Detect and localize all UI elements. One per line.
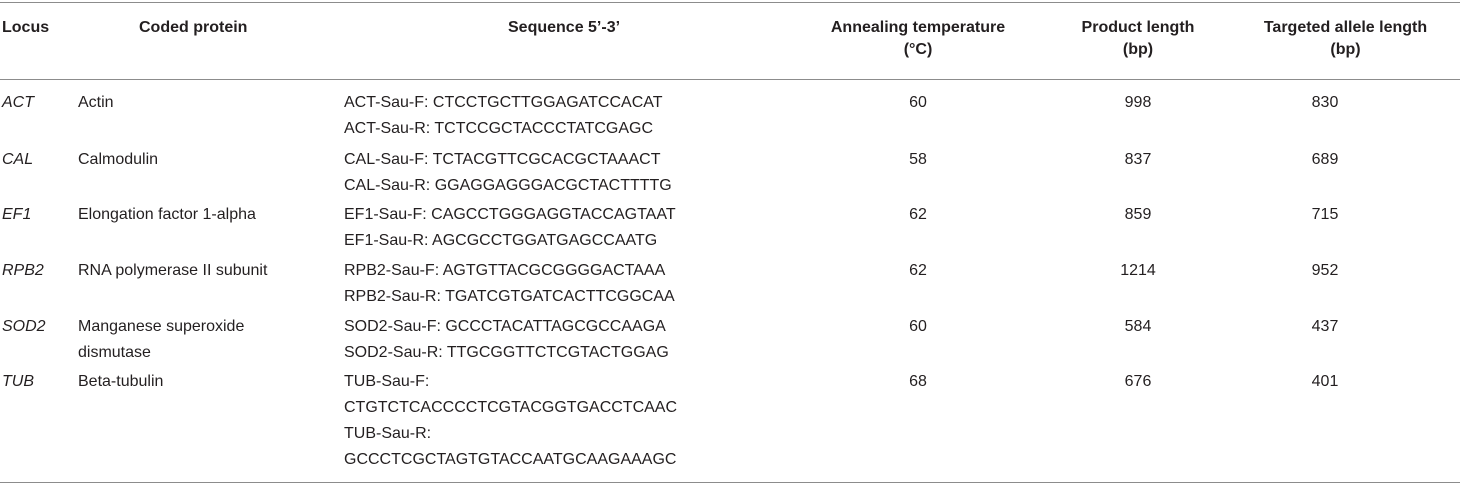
row-sod2-seq-2: SOD2-Sau-R: TTGCGGTTCTCGTACTGGAG [344, 344, 669, 361]
header-sequence: Sequence 5’-3’ [508, 19, 621, 36]
row-act-annealing: 60 [909, 94, 927, 111]
row-rpb2-locus: RPB2 [2, 262, 44, 279]
header-annealing: Annealing temperature (°C) [818, 17, 1018, 61]
header-product-line1: Product length [1081, 19, 1195, 36]
row-act-locus: ACT [2, 94, 34, 111]
table-top-rule [0, 2, 1460, 3]
row-ef1-product: 859 [1124, 206, 1152, 223]
row-cal-protein: Calmodulin [78, 151, 159, 168]
row-rpb2-protein: RNA polymerase II subunit [78, 262, 268, 279]
row-act-allele: 830 [1311, 94, 1339, 111]
row-rpb2-product: 1214 [1120, 262, 1156, 279]
row-tub-protein: Beta-tubulin [78, 373, 164, 390]
header-locus: Locus [2, 19, 50, 36]
row-ef1-protein: Elongation factor 1-alpha [78, 206, 256, 223]
row-tub-seq-2: CTGTCTCACCCCTCGTACGGTGACCTCAAC [344, 399, 678, 416]
row-act-protein: Actin [78, 94, 114, 111]
row-rpb2-annealing: 62 [909, 262, 927, 279]
header-allele-line1: Targeted allele length [1263, 19, 1428, 36]
header-product-line2: (bp) [1122, 41, 1154, 58]
row-sod2-protein: Manganese superoxide [78, 318, 245, 335]
row-tub-product: 676 [1124, 373, 1152, 390]
row-sod2-locus: SOD2 [2, 318, 46, 335]
table-bottom-rule [0, 482, 1460, 483]
row-act-product: 998 [1124, 94, 1152, 111]
row-sod2-product: 584 [1124, 318, 1152, 335]
row-ef1-locus: EF1 [2, 206, 32, 223]
row-tub-locus: TUB [2, 373, 34, 390]
row-ef1-allele: 715 [1311, 206, 1339, 223]
row-ef1-annealing: 62 [909, 206, 927, 223]
header-annealing-line2: (°C) [903, 41, 933, 58]
row-tub-seq-4: GCCCTCGCTAGTGTACCAATGCAAGAAAGC [344, 451, 677, 468]
row-act-seq-2: ACT-Sau-R: TCTCCGCTACCCTATCGAGC [344, 120, 654, 137]
header-allele-length: Targeted allele length (bp) [1243, 17, 1448, 61]
row-cal-allele: 689 [1311, 151, 1339, 168]
row-cal-annealing: 58 [909, 151, 927, 168]
table-header-rule [0, 79, 1460, 80]
header-coded-protein: Coded protein [139, 19, 248, 36]
row-cal-locus: CAL [2, 151, 34, 168]
row-sod2-seq-1: SOD2-Sau-F: GCCCTACATTAGCGCCAAGA [344, 318, 666, 335]
header-product-length: Product length (bp) [1058, 17, 1218, 61]
row-sod2-annealing: 60 [909, 318, 927, 335]
row-tub-allele: 401 [1311, 373, 1339, 390]
row-cal-product: 837 [1124, 151, 1152, 168]
row-sod2-protein-line2: dismutase [78, 344, 151, 361]
row-tub-seq-3: TUB-Sau-R: [344, 425, 432, 442]
row-cal-seq-2: CAL-Sau-R: GGAGGAGGGACGCTACTTTTG [344, 177, 672, 194]
header-annealing-line1: Annealing temperature [830, 19, 1006, 36]
row-rpb2-allele: 952 [1311, 262, 1339, 279]
row-cal-seq-1: CAL-Sau-F: TCTACGTTCGCACGCTAAACT [344, 151, 661, 168]
row-rpb2-seq-1: RPB2-Sau-F: AGTGTTACGCGGGGACTAAA [344, 262, 666, 279]
row-act-seq-1: ACT-Sau-F: CTCCTGCTTGGAGATCCACAT [344, 94, 663, 111]
row-rpb2-seq-2: RPB2-Sau-R: TGATCGTGATCACTTCGGCAA [344, 288, 675, 305]
row-ef1-seq-2: EF1-Sau-R: AGCGCCTGGATGAGCCAATG [344, 232, 658, 249]
row-ef1-seq-1: EF1-Sau-F: CAGCCTGGGAGGTACCAGTAAT [344, 206, 676, 223]
row-tub-annealing: 68 [909, 373, 927, 390]
row-sod2-allele: 437 [1311, 318, 1339, 335]
header-allele-line2: (bp) [1330, 41, 1361, 58]
row-tub-seq-1: TUB-Sau-F: [344, 373, 430, 390]
